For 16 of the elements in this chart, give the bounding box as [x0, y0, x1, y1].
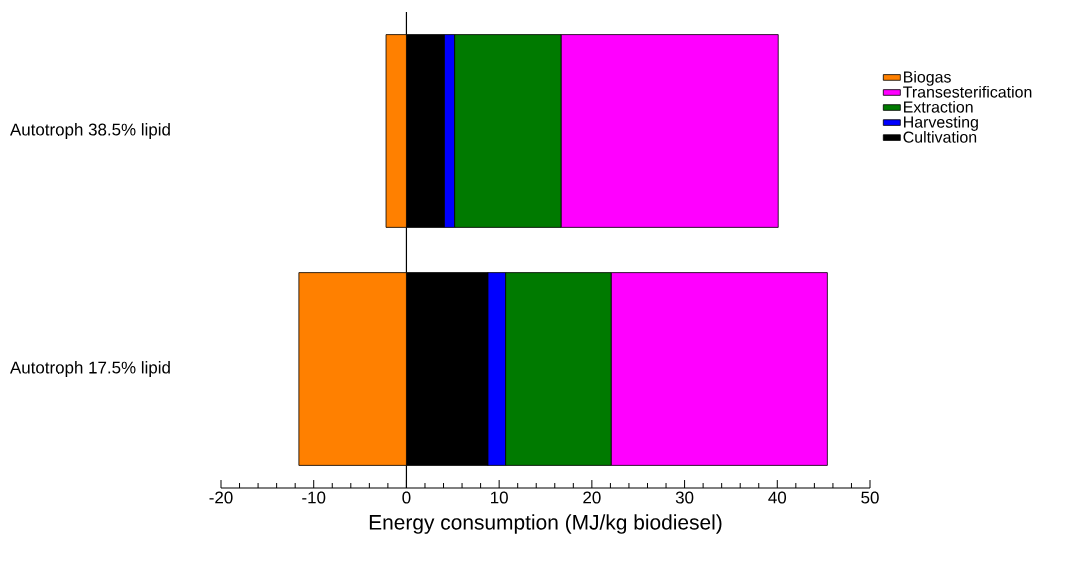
- x-tick-label: 50: [861, 491, 879, 504]
- x-tick-label: 10: [491, 491, 508, 504]
- y-tick-label: Autotroph 17.5% lipid: [9, 361, 170, 377]
- x-tick-label: -20: [209, 491, 233, 504]
- legend-label: Extraction: [904, 101, 973, 113]
- y-tick-label: Autotroph 38.5% lipid: [9, 123, 170, 139]
- x-tick-label: -10: [302, 491, 326, 504]
- legend-label: Biogas: [904, 70, 951, 86]
- x-axis-title: Energy consumption (MJ/kg biodiesel): [369, 514, 722, 534]
- x-tick-label: 40: [768, 491, 787, 504]
- legend-label: Harvesting: [904, 116, 978, 131]
- x-tick-label: 30: [675, 491, 694, 504]
- x-tick-label: 20: [583, 491, 601, 504]
- x-tick-label: 0: [402, 491, 411, 504]
- legend-label: Cultivation: [903, 131, 977, 143]
- legend-label: Transesterification: [903, 85, 1032, 98]
